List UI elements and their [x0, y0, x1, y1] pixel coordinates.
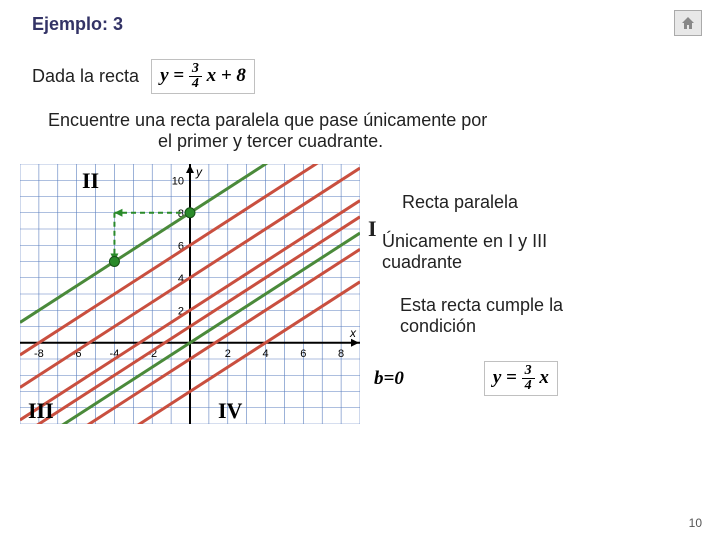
given-formula: y = 34 x + 8 [151, 59, 255, 94]
task-line2: el primer y tercer cuadrante. [48, 131, 680, 152]
label-quadrants-a: Únicamente en I y III [382, 231, 710, 252]
page-number: 10 [689, 516, 702, 530]
example-title: Ejemplo: 3 [32, 14, 688, 35]
task-line1: Encuentre una recta paralela que pase ún… [48, 110, 680, 131]
svg-text:8: 8 [338, 348, 344, 360]
label-condition-b: condición [400, 316, 710, 337]
intro: Dada la recta y = 34 x + 8 [0, 39, 720, 100]
quadrant-4-label: IV [218, 398, 242, 424]
svg-text:10: 10 [172, 175, 184, 187]
intro-label: Dada la recta [32, 66, 139, 87]
b-value: b=0 [374, 368, 404, 390]
quadrant-3-label: III [28, 398, 54, 424]
quadrant-2-label: II [82, 168, 99, 194]
solution-formula: y = 34 x [484, 361, 558, 396]
svg-text:2: 2 [225, 348, 231, 360]
svg-text:4: 4 [262, 348, 268, 360]
svg-text:x: x [349, 326, 357, 340]
svg-text:y: y [195, 165, 203, 179]
label-recta-paralela: Recta paralela [374, 192, 710, 213]
coordinate-chart: xy-8-6-4-22468246810 [20, 164, 360, 424]
task-text: Encuentre una recta paralela que pase ún… [0, 100, 720, 160]
home-button[interactable] [674, 10, 702, 36]
chart-area: xy-8-6-4-22468246810 II III IV [20, 164, 370, 429]
label-condition-a: Esta recta cumple la [400, 295, 710, 316]
home-icon [680, 16, 696, 30]
label-quadrants-b: cuadrante [382, 252, 710, 273]
explanation-column: I Recta paralela Únicamente en I y III c… [374, 164, 710, 429]
svg-text:-8: -8 [34, 348, 44, 360]
header: Ejemplo: 3 [0, 0, 720, 39]
svg-text:6: 6 [300, 348, 306, 360]
